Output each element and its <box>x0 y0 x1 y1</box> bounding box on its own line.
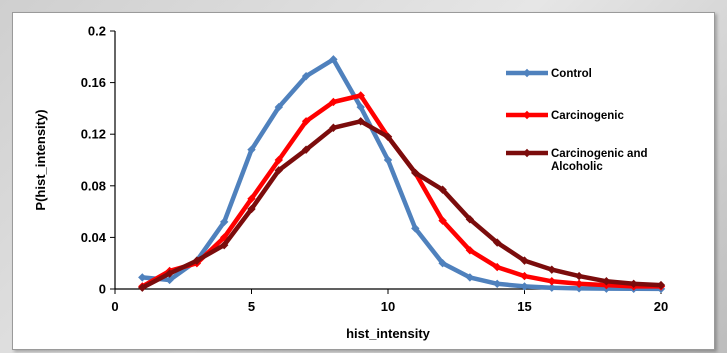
data-point <box>247 204 256 214</box>
y-tick-label: 0.2 <box>88 24 106 39</box>
series-line <box>140 57 664 292</box>
data-point <box>138 273 147 282</box>
data-point <box>274 102 283 112</box>
data-point <box>602 277 611 286</box>
data-point <box>493 279 502 289</box>
data-point <box>520 282 529 291</box>
x-tick-label: 0 <box>111 299 118 314</box>
data-point <box>192 256 202 265</box>
legend-item: Carcinogenic <box>506 110 624 122</box>
data-point <box>247 145 256 154</box>
data-point <box>547 277 556 286</box>
data-point <box>547 283 556 292</box>
data-point <box>356 117 365 126</box>
data-point <box>493 262 502 272</box>
x-tick-label: 15 <box>517 299 531 314</box>
line-chart: 0 0.04 0.08 0.12 0.16 0.2 0 5 10 15 20 hist_intensi… <box>33 24 668 342</box>
data-point <box>356 91 365 100</box>
data-point <box>520 271 529 281</box>
data-point <box>574 279 584 289</box>
x-axis-label: hist_intensity <box>346 326 431 341</box>
data-point <box>629 279 638 289</box>
data-point <box>220 217 229 227</box>
data-point <box>301 145 311 154</box>
data-point <box>274 155 283 165</box>
legend-item: Carcinogenic and Alcoholic <box>506 148 648 173</box>
y-tick-label: 0.04 <box>81 230 107 245</box>
data-point <box>383 155 393 165</box>
data-point <box>329 55 338 64</box>
data-point <box>520 256 529 265</box>
legend-swatch-marker <box>522 148 532 158</box>
data-point <box>574 284 584 293</box>
series-1 <box>138 55 666 294</box>
legend-label: Control <box>551 68 592 80</box>
chart-frame: 0 0.04 0.08 0.12 0.16 0.2 0 5 10 15 20 hist_intensi… <box>12 12 715 350</box>
data-point <box>411 168 420 178</box>
data-point <box>274 166 283 175</box>
series-line <box>140 119 664 290</box>
data-point <box>165 275 174 285</box>
data-point <box>438 185 447 194</box>
x-tick-label: 10 <box>381 299 395 314</box>
x-tick-label: 20 <box>654 299 668 314</box>
data-point <box>438 216 447 225</box>
data-point <box>411 224 420 233</box>
legend-label: Carcinogenic and Alcoholic <box>551 148 648 173</box>
legend-swatch-marker <box>522 68 532 78</box>
data-point <box>247 194 256 203</box>
data-point <box>656 280 666 290</box>
data-point <box>438 259 447 268</box>
data-point <box>465 215 475 224</box>
legend-item: Control <box>506 68 592 80</box>
data-point <box>465 246 475 255</box>
legend-swatch-marker <box>522 110 532 120</box>
data-point <box>493 238 502 247</box>
series-3 <box>138 117 666 292</box>
data-point <box>301 117 311 126</box>
data-point <box>165 269 174 278</box>
y-tick-label: 0.08 <box>81 178 106 193</box>
data-point <box>383 132 393 141</box>
data-point <box>547 265 556 274</box>
data-point <box>465 273 475 282</box>
data-point <box>574 271 584 281</box>
y-tick-label: 0 <box>99 282 106 297</box>
x-tick-label: 5 <box>248 299 255 314</box>
data-point <box>301 71 311 81</box>
data-point <box>356 102 365 112</box>
legend-label: Carcinogenic <box>551 110 624 122</box>
y-tick-label: 0.16 <box>81 75 106 90</box>
data-point <box>329 97 338 107</box>
y-axis-label: P(hist_intensity) <box>33 109 48 210</box>
data-point <box>138 283 147 292</box>
y-tick-label: 0.12 <box>81 127 106 142</box>
data-point <box>220 240 229 250</box>
